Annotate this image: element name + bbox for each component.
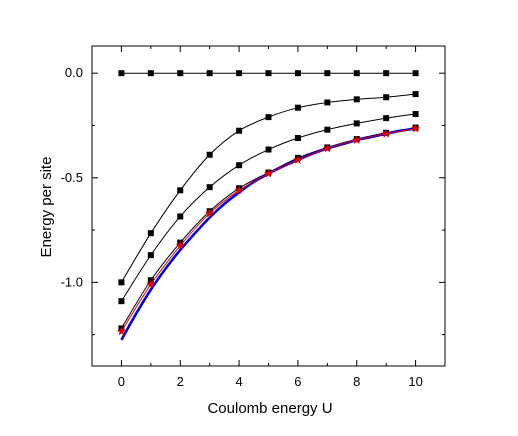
series-1 bbox=[118, 91, 419, 286]
series-line bbox=[120, 93, 416, 283]
plot-frame bbox=[91, 45, 446, 367]
y-tick-label: 0.0 bbox=[65, 65, 83, 80]
data-point bbox=[294, 70, 301, 77]
data-point bbox=[206, 151, 213, 158]
series-3 bbox=[118, 124, 419, 332]
data-point bbox=[294, 135, 301, 142]
axes: 0 2 4 6 8 10 0.0 -0.5 -1.0 bbox=[61, 45, 446, 389]
data-point bbox=[265, 114, 272, 121]
series-line bbox=[120, 113, 416, 302]
y-axis-label: Energy per site bbox=[38, 157, 55, 258]
data-point bbox=[412, 91, 419, 98]
data-point bbox=[206, 184, 213, 191]
data-point bbox=[381, 129, 391, 138]
plot-area bbox=[116, 70, 421, 341]
data-point bbox=[146, 279, 156, 289]
data-point bbox=[324, 99, 331, 106]
data-point bbox=[411, 123, 421, 133]
x-axis-label: Coulomb energy U bbox=[207, 400, 332, 417]
data-point bbox=[352, 135, 362, 144]
data-point bbox=[177, 187, 184, 194]
series-line bbox=[120, 127, 416, 329]
x-tick-label: 10 bbox=[408, 374, 422, 389]
data-point bbox=[236, 127, 243, 134]
data-point bbox=[234, 185, 244, 195]
data-point bbox=[353, 70, 360, 77]
data-point bbox=[236, 162, 243, 169]
data-point bbox=[118, 70, 125, 77]
data-point bbox=[118, 298, 125, 305]
data-point bbox=[147, 252, 154, 259]
data-point bbox=[412, 70, 419, 77]
x-tick-label: 2 bbox=[177, 374, 184, 389]
data-point bbox=[353, 120, 360, 127]
data-point bbox=[177, 213, 184, 220]
series-4 bbox=[116, 123, 421, 336]
data-point bbox=[412, 110, 419, 117]
data-point bbox=[177, 70, 184, 77]
data-point bbox=[265, 70, 272, 77]
data-point bbox=[147, 230, 154, 237]
data-point bbox=[294, 104, 301, 111]
data-point bbox=[324, 126, 331, 133]
series-line bbox=[120, 128, 416, 332]
data-point bbox=[175, 240, 185, 250]
data-point bbox=[293, 155, 303, 164]
y-tick-label: -1.0 bbox=[61, 274, 83, 289]
data-point bbox=[118, 279, 125, 286]
x-tick-label: 6 bbox=[294, 374, 301, 389]
x-tick-label: 0 bbox=[118, 374, 125, 389]
x-tick-label: 8 bbox=[353, 374, 360, 389]
data-point bbox=[205, 208, 215, 218]
data-point bbox=[206, 70, 213, 77]
data-point bbox=[353, 96, 360, 103]
y-tick-label: -0.5 bbox=[61, 170, 83, 185]
x-tick-label: 4 bbox=[235, 374, 242, 389]
data-point bbox=[383, 94, 390, 101]
data-point bbox=[383, 115, 390, 122]
data-point bbox=[265, 146, 272, 153]
data-point bbox=[383, 70, 390, 77]
data-point bbox=[263, 168, 274, 178]
series-2 bbox=[118, 110, 419, 305]
series-0 bbox=[118, 70, 419, 77]
data-point bbox=[322, 143, 332, 153]
data-point bbox=[116, 326, 126, 336]
data-point bbox=[147, 70, 154, 77]
data-point bbox=[324, 70, 331, 77]
data-point bbox=[236, 70, 243, 77]
